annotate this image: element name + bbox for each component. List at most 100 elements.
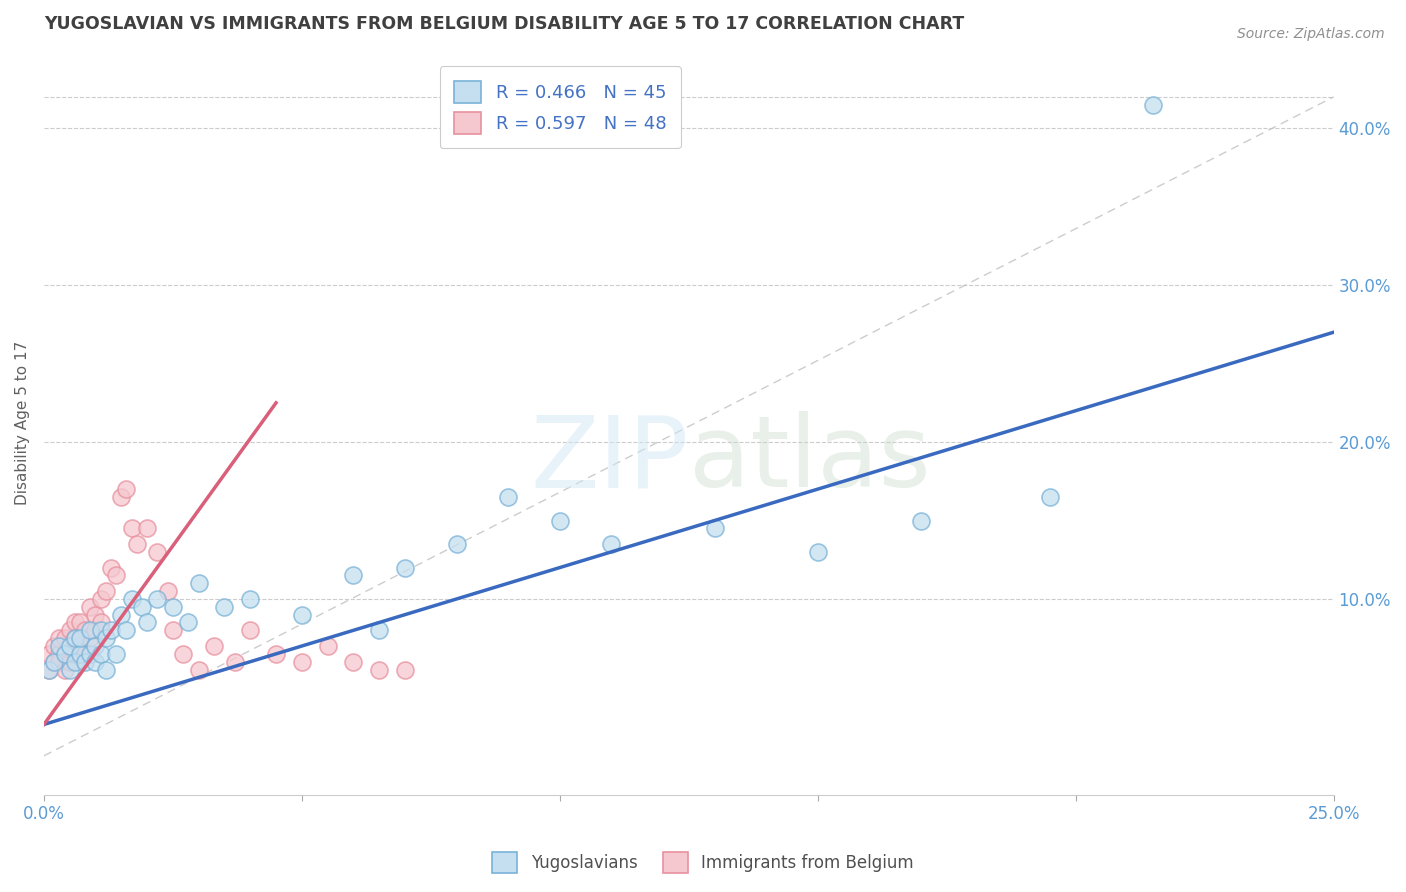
Point <box>38 647 60 661</box>
Point <box>69 647 91 661</box>
Point <box>115 482 138 496</box>
Point <box>548 514 571 528</box>
Point <box>63 631 86 645</box>
Point <box>63 615 86 630</box>
Point <box>38 663 60 677</box>
Point <box>224 655 246 669</box>
Point <box>48 647 70 661</box>
Point <box>79 599 101 614</box>
Point <box>342 655 364 669</box>
Point <box>105 568 128 582</box>
Point <box>600 537 623 551</box>
Point <box>394 560 416 574</box>
Point <box>79 647 101 661</box>
Point <box>121 591 143 606</box>
Point <box>94 663 117 677</box>
Point <box>94 631 117 645</box>
Point <box>316 639 339 653</box>
Point <box>446 537 468 551</box>
Point <box>264 647 287 661</box>
Point <box>100 624 122 638</box>
Point <box>131 599 153 614</box>
Point <box>146 545 169 559</box>
Point <box>187 663 209 677</box>
Point <box>100 560 122 574</box>
Point <box>162 599 184 614</box>
Point <box>172 647 194 661</box>
Point <box>63 647 86 661</box>
Point <box>136 521 159 535</box>
Point <box>110 490 132 504</box>
Y-axis label: Disability Age 5 to 17: Disability Age 5 to 17 <box>15 341 30 505</box>
Text: YUGOSLAVIAN VS IMMIGRANTS FROM BELGIUM DISABILITY AGE 5 TO 17 CORRELATION CHART: YUGOSLAVIAN VS IMMIGRANTS FROM BELGIUM D… <box>44 15 965 33</box>
Point <box>368 624 391 638</box>
Point <box>110 607 132 622</box>
Point <box>146 591 169 606</box>
Point <box>90 615 112 630</box>
Point <box>59 639 82 653</box>
Point <box>79 624 101 638</box>
Text: ZIP: ZIP <box>530 411 689 508</box>
Point <box>239 591 262 606</box>
Point <box>59 655 82 669</box>
Point <box>38 663 60 677</box>
Point <box>84 639 107 653</box>
Point <box>59 624 82 638</box>
Point <box>115 624 138 638</box>
Point <box>79 631 101 645</box>
Point <box>807 545 830 559</box>
Point <box>84 607 107 622</box>
Point <box>121 521 143 535</box>
Point <box>496 490 519 504</box>
Point <box>44 639 66 653</box>
Point <box>84 655 107 669</box>
Point <box>368 663 391 677</box>
Point <box>59 663 82 677</box>
Point <box>291 655 314 669</box>
Point <box>53 631 76 645</box>
Point <box>48 655 70 669</box>
Point <box>75 655 97 669</box>
Point <box>90 624 112 638</box>
Point <box>48 631 70 645</box>
Point <box>90 647 112 661</box>
Point <box>94 584 117 599</box>
Text: Source: ZipAtlas.com: Source: ZipAtlas.com <box>1237 27 1385 41</box>
Point <box>156 584 179 599</box>
Point <box>239 624 262 638</box>
Point <box>63 655 86 669</box>
Point <box>162 624 184 638</box>
Text: atlas: atlas <box>689 411 931 508</box>
Point <box>44 655 66 669</box>
Point <box>90 591 112 606</box>
Point <box>703 521 725 535</box>
Point <box>291 607 314 622</box>
Point <box>59 639 82 653</box>
Point <box>394 663 416 677</box>
Point <box>202 639 225 653</box>
Point <box>136 615 159 630</box>
Point <box>75 647 97 661</box>
Point <box>1039 490 1062 504</box>
Point <box>53 647 76 661</box>
Point <box>910 514 932 528</box>
Legend: R = 0.466   N = 45, R = 0.597   N = 48: R = 0.466 N = 45, R = 0.597 N = 48 <box>440 66 681 148</box>
Point <box>69 615 91 630</box>
Point <box>187 576 209 591</box>
Point <box>53 663 76 677</box>
Point <box>63 631 86 645</box>
Point <box>125 537 148 551</box>
Point <box>105 647 128 661</box>
Point <box>177 615 200 630</box>
Point <box>48 639 70 653</box>
Point <box>44 655 66 669</box>
Point <box>69 631 91 645</box>
Point <box>75 624 97 638</box>
Point <box>84 624 107 638</box>
Point <box>1142 97 1164 112</box>
Point <box>53 647 76 661</box>
Point <box>69 639 91 653</box>
Point <box>214 599 236 614</box>
Legend: Yugoslavians, Immigrants from Belgium: Yugoslavians, Immigrants from Belgium <box>486 846 920 880</box>
Point <box>342 568 364 582</box>
